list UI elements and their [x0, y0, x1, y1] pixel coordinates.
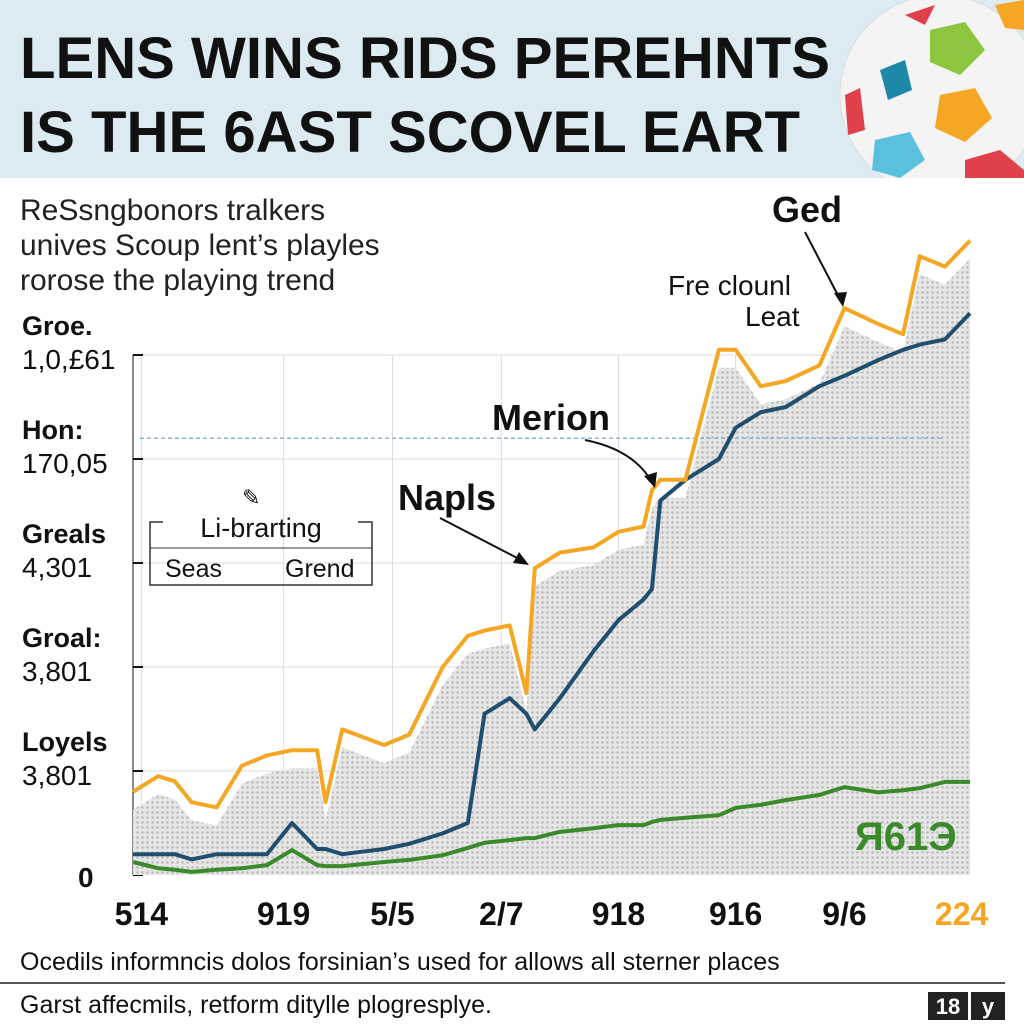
y-tick-label: 3,801: [22, 656, 92, 687]
footer: Ocedils informncis dolos forsinian’s use…: [20, 948, 780, 976]
y-tick-label: 170,05: [22, 448, 108, 479]
annotation: Merion: [492, 397, 610, 438]
y-tick-title: Hon:: [22, 415, 83, 445]
title: LENS WINS RIDS PEREHNTS: [20, 26, 830, 91]
annotation: Ged: [772, 189, 842, 230]
x-tick-label: 514: [115, 896, 169, 932]
x-tick-label: 919: [257, 896, 310, 932]
arrow-head: [834, 292, 847, 307]
annotation: Leat: [745, 301, 800, 332]
y-tick-label: 3,801: [22, 760, 92, 791]
ball-decoration: [839, 0, 1024, 178]
y-tick-title: Greals: [22, 519, 106, 549]
x-tick-label: 916: [709, 896, 762, 932]
x-tick-label: 918: [592, 896, 645, 932]
y-tick-label: 1,0,£61: [22, 344, 115, 375]
subtitle: rorose the playing trend: [20, 264, 335, 297]
series-line: [132, 779, 970, 874]
x-tick-label: 224: [935, 896, 989, 932]
y-tick-title: Groal:: [22, 623, 102, 653]
subtitle: ReSsngbonors tralkers: [20, 194, 325, 227]
footer: Garst affecmils, retform dityllе plogres…: [20, 991, 492, 1019]
annotations: Ged Fre clounl Leat Merion Napls Я61Э ✎: [242, 189, 957, 859]
badge-text: y: [982, 994, 995, 1019]
title: IS THE 6AST SCOVEL EART: [20, 100, 800, 165]
legend-entry: Seas: [165, 555, 222, 583]
x-tick-label: 5/5: [370, 896, 414, 932]
y-tick-label: 0: [78, 862, 94, 893]
series-line: [133, 312, 972, 862]
legend: Li-brarting Seas Grend: [149, 513, 373, 586]
badge: [928, 992, 968, 1020]
x-tick-label: 2/7: [479, 896, 523, 932]
icon: ✎: [242, 485, 260, 510]
annotation: Я61Э: [855, 815, 957, 859]
arrow: [584, 439, 654, 485]
legend-entry: Grend: [285, 555, 354, 583]
badge: [971, 992, 1005, 1020]
y-tick-label: 4,301: [22, 552, 92, 583]
y-tick-title: Groe.: [22, 311, 93, 341]
series-line: [131, 239, 972, 810]
arrow-head: [513, 552, 529, 565]
plot: 514 919 5/5 2/7 918 916 9/6 2240Loyels3,801Groa…: [22, 239, 989, 932]
area-fill: [133, 258, 970, 876]
x-tick-label: 9/6: [822, 896, 866, 932]
arrow: [439, 517, 526, 563]
subtitle: unives Scoup lent’s playles: [20, 229, 380, 262]
annotation: Fre clounl: [668, 270, 791, 301]
y-tick-title: Loyels: [22, 727, 108, 757]
legend-title: Li-brarting: [200, 513, 322, 543]
arrow-head: [644, 472, 657, 488]
badge-text: 18: [936, 994, 960, 1019]
annotation: Napls: [398, 477, 496, 518]
